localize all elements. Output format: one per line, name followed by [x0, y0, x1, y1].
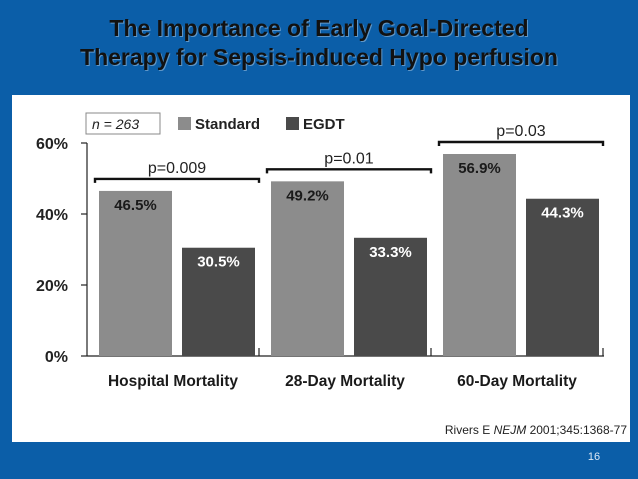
significance-bracket	[265, 168, 433, 174]
bar-standard-1	[99, 190, 172, 356]
bar-standard-2	[271, 181, 344, 356]
slide-title-line-2: Therapy for Sepsis-induced Hypo perfusio…	[80, 44, 558, 70]
x-category-label: 60-Day Mortality	[457, 373, 577, 390]
citation-journal: NEJM	[494, 423, 527, 437]
y-tick-label: 60%	[36, 136, 68, 153]
slide-number: 16	[587, 451, 601, 463]
bar-standard-3	[443, 154, 516, 356]
significance-bracket	[437, 140, 605, 147]
legend-label-standard: Standard	[195, 116, 260, 133]
p-value-label: p=0.009	[148, 160, 206, 177]
data-label: 49.2%	[286, 187, 329, 204]
y-tick-label: 0%	[45, 349, 68, 366]
data-label: 46.5%	[114, 197, 157, 214]
bar-egdt-2	[354, 237, 427, 356]
data-label: 44.3%	[541, 205, 584, 222]
bar-egdt-3	[526, 198, 599, 356]
y-tick-label: 20%	[36, 278, 68, 295]
sample-size-box	[85, 112, 161, 135]
data-label: 30.5%	[197, 254, 240, 271]
bar-egdt-1	[182, 247, 255, 356]
data-label: 33.3%	[369, 244, 412, 261]
citation-author: Rivers E	[445, 423, 494, 437]
x-category-label: Hospital Mortality	[108, 373, 238, 390]
p-value-label: p=0.03	[496, 123, 545, 140]
citation-details: 2001;345:1368-77	[526, 423, 627, 437]
x-category-label: 28-Day Mortality	[285, 373, 405, 390]
significance-bracket	[93, 177, 261, 183]
y-tick-label: 40%	[36, 207, 68, 224]
p-value-label: p=0.01	[324, 150, 373, 167]
legend-swatch-egdt	[286, 117, 299, 130]
legend-label-egdt: EGDT	[303, 116, 345, 133]
citation: Rivers E NEJM 2001;345:1368-77	[445, 423, 627, 437]
data-label: 56.9%	[458, 160, 501, 177]
sample-size-label: n = 263	[92, 116, 139, 132]
legend-swatch-standard	[178, 117, 191, 130]
slide-title: The Importance of Early Goal-Directed Th…	[0, 14, 638, 72]
slide-title-line-1: The Importance of Early Goal-Directed	[109, 15, 529, 41]
